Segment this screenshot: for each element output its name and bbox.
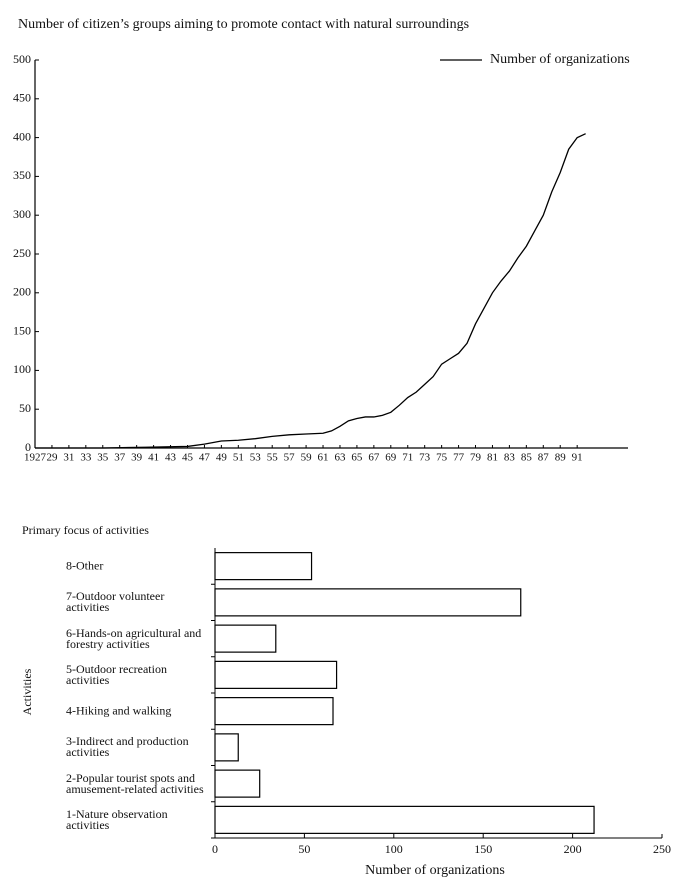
y-tick-label: 0 bbox=[25, 440, 31, 454]
x-tick-label: 67 bbox=[368, 452, 380, 464]
x-tick-label: 77 bbox=[453, 452, 465, 464]
y-tick-label: 100 bbox=[13, 362, 31, 376]
y-tick-label: 350 bbox=[13, 168, 31, 182]
x-tick-label: 200 bbox=[564, 842, 582, 856]
x-tick-label: 41 bbox=[148, 452, 159, 464]
y-tick-label: 50 bbox=[19, 401, 31, 415]
x-tick-label: 0 bbox=[212, 842, 218, 856]
y-tick-label: 6-Hands-on agricultural and forestry act… bbox=[66, 625, 202, 651]
x-tick-label: 55 bbox=[267, 452, 279, 464]
bar bbox=[214, 805, 595, 834]
x-tick-label: 53 bbox=[250, 452, 262, 464]
y-tick-label: 500 bbox=[13, 52, 31, 66]
x-tick-label: 49 bbox=[216, 452, 228, 464]
x-tick-label: 57 bbox=[284, 452, 296, 464]
y-axis-label: Activities bbox=[20, 668, 34, 715]
x-tick-label: 81 bbox=[487, 452, 498, 464]
y-tick-label: 400 bbox=[13, 129, 31, 143]
y-tick-label: 3-Indirect and production activities bbox=[66, 734, 189, 760]
x-tick-label: 71 bbox=[402, 452, 413, 464]
y-tick-label: 150 bbox=[13, 323, 31, 337]
x-tick-label: 73 bbox=[419, 452, 431, 464]
x-tick-label: 29 bbox=[46, 452, 58, 464]
chart-title: Primary focus of activities bbox=[22, 523, 149, 537]
x-tick-label: 65 bbox=[351, 452, 363, 464]
y-tick-label: 8-Other bbox=[66, 558, 104, 573]
y-tick-label: 200 bbox=[13, 285, 31, 299]
x-tick-label: 43 bbox=[165, 452, 177, 464]
x-tick-label: 150 bbox=[474, 842, 492, 856]
x-tick-label: 45 bbox=[182, 452, 194, 464]
x-tick-label: 39 bbox=[131, 452, 143, 464]
bar bbox=[214, 697, 334, 726]
x-axis-label: Number of organizations bbox=[365, 863, 505, 878]
y-tick-label: 7-Outdoor volunteer activities bbox=[66, 589, 165, 615]
bar bbox=[214, 733, 239, 762]
x-tick-label: 47 bbox=[199, 452, 211, 464]
x-tick-label: 63 bbox=[334, 452, 346, 464]
x-tick-label: 83 bbox=[504, 452, 516, 464]
y-tick-label: 250 bbox=[13, 246, 31, 260]
x-tick-label: 85 bbox=[521, 452, 533, 464]
y-tick-label: 300 bbox=[13, 207, 31, 221]
legend-label: Number of organizations bbox=[490, 52, 630, 67]
x-tick-label: 31 bbox=[63, 452, 74, 464]
bar bbox=[214, 769, 261, 798]
y-tick-label: 5-Outdoor recreation activities bbox=[66, 661, 167, 687]
x-tick-label: 33 bbox=[80, 452, 92, 464]
x-tick-label: 1927 bbox=[24, 452, 47, 464]
y-tick-label: 1-Nature observation activities bbox=[66, 806, 168, 832]
x-tick-label: 75 bbox=[436, 452, 448, 464]
y-tick-label: 450 bbox=[13, 91, 31, 105]
x-tick-label: 37 bbox=[114, 452, 126, 464]
bar bbox=[214, 552, 313, 581]
y-tick-label: 4-Hiking and walking bbox=[66, 703, 172, 718]
x-tick-label: 35 bbox=[97, 452, 109, 464]
x-tick-label: 250 bbox=[653, 842, 671, 856]
x-tick-label: 87 bbox=[538, 452, 550, 464]
bar bbox=[214, 588, 522, 617]
x-tick-label: 100 bbox=[385, 842, 403, 856]
line bbox=[35, 133, 586, 449]
y-tick-label: 2-Popular tourist spots and amusement-re… bbox=[66, 770, 204, 796]
x-tick-label: 89 bbox=[555, 452, 567, 464]
bar bbox=[214, 660, 338, 689]
x-tick-label: 59 bbox=[301, 452, 313, 464]
x-tick-label: 91 bbox=[572, 452, 583, 464]
x-tick-label: 69 bbox=[385, 452, 397, 464]
bar bbox=[214, 624, 277, 653]
x-tick-label: 51 bbox=[233, 452, 244, 464]
x-tick-label: 79 bbox=[470, 452, 482, 464]
x-tick-label: 50 bbox=[298, 842, 310, 856]
x-tick-label: 61 bbox=[318, 452, 329, 464]
chart-title: Number of citizen’s groups aiming to pro… bbox=[18, 17, 470, 32]
